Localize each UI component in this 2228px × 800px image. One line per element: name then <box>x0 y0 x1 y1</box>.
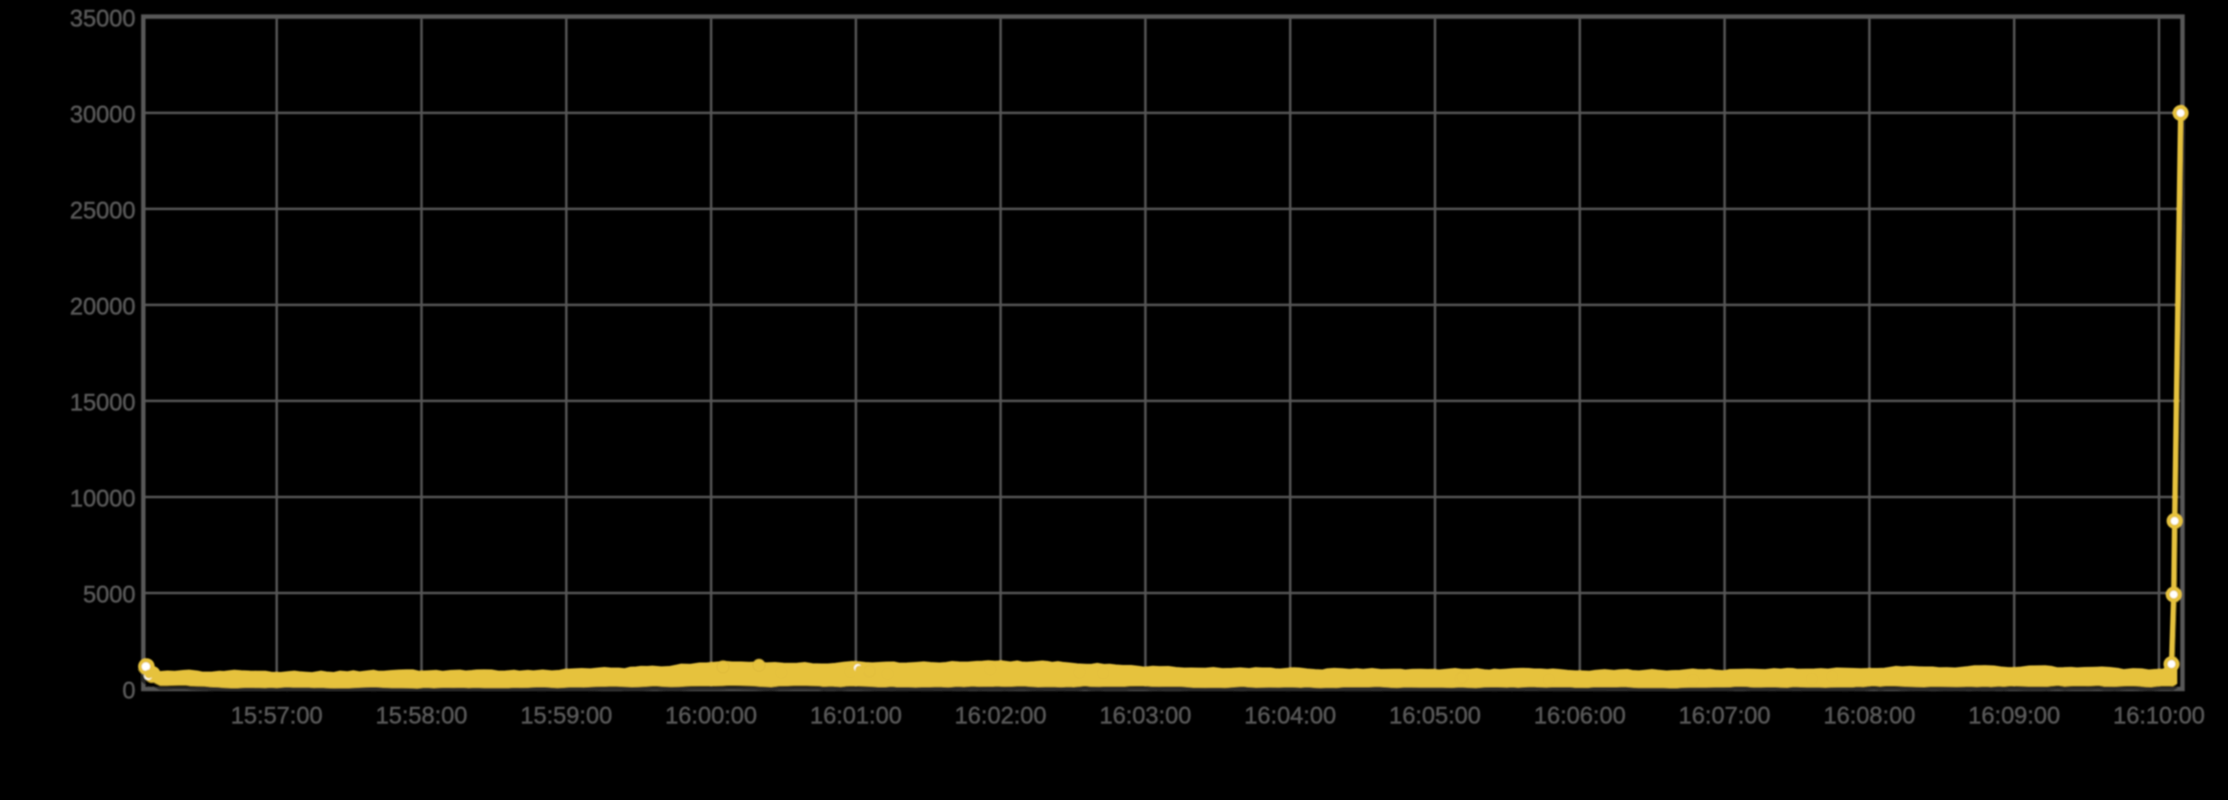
svg-text:30000: 30000 <box>70 103 136 129</box>
svg-text:16:00:00: 16:00:00 <box>665 704 757 730</box>
svg-text:15:58:00: 15:58:00 <box>376 704 468 730</box>
svg-text:16:04:00: 16:04:00 <box>1244 704 1336 730</box>
svg-text:16:10:00: 16:10:00 <box>2113 704 2205 730</box>
svg-text:35000: 35000 <box>70 7 136 33</box>
svg-text:16:02:00: 16:02:00 <box>955 704 1047 730</box>
svg-text:15:57:00: 15:57:00 <box>231 704 323 730</box>
svg-text:25000: 25000 <box>70 199 136 225</box>
svg-text:15000: 15000 <box>70 391 136 417</box>
svg-text:16:05:00: 16:05:00 <box>1389 704 1481 730</box>
svg-text:15:59:00: 15:59:00 <box>520 704 612 730</box>
svg-text:0: 0 <box>122 679 135 705</box>
svg-text:10000: 10000 <box>70 487 136 513</box>
svg-text:20000: 20000 <box>70 295 136 321</box>
svg-text:16:09:00: 16:09:00 <box>1968 704 2060 730</box>
svg-text:16:03:00: 16:03:00 <box>1099 704 1191 730</box>
svg-text:16:01:00: 16:01:00 <box>810 704 902 730</box>
svg-text:16:07:00: 16:07:00 <box>1679 704 1771 730</box>
svg-text:5000: 5000 <box>83 583 136 609</box>
svg-text:16:06:00: 16:06:00 <box>1534 704 1626 730</box>
svg-text:16:08:00: 16:08:00 <box>1823 704 1915 730</box>
